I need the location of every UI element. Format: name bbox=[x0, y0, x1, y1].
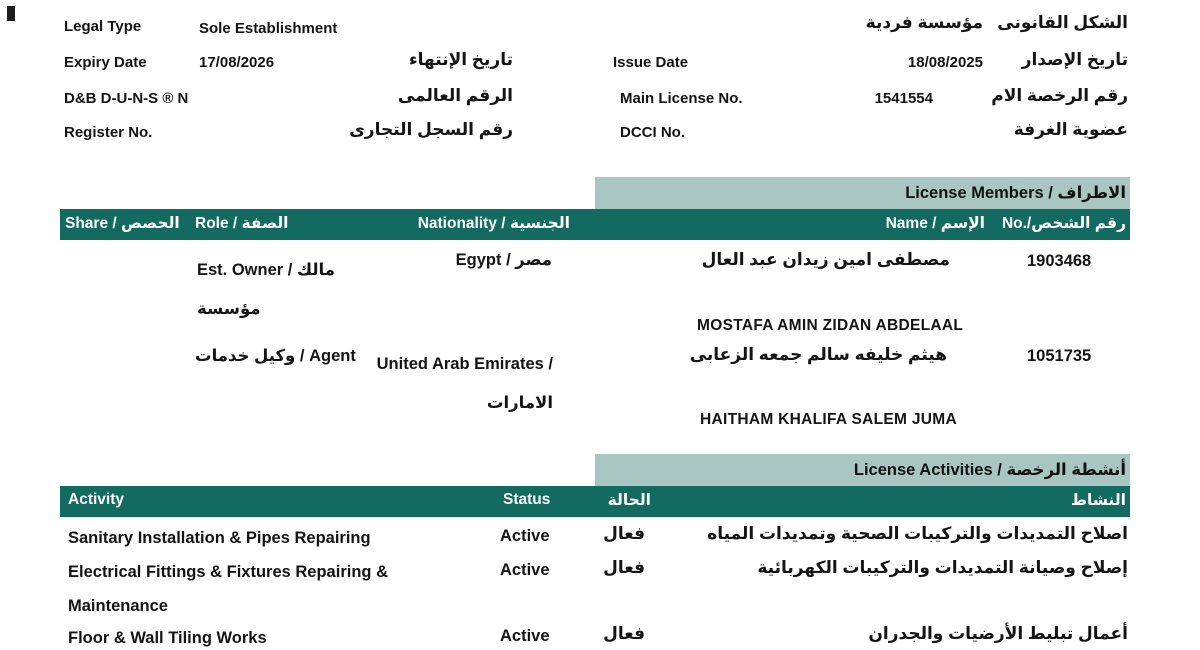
activity-row-1-status-arabic: فعال bbox=[603, 524, 645, 543]
duns-label-arabic: الرقم العالمى bbox=[397, 86, 513, 105]
legal-type-label: Legal Type bbox=[64, 18, 142, 35]
dcci-no-label: DCCI No. bbox=[620, 124, 685, 141]
expiry-date-label-arabic: تاريخ الإنتهاء bbox=[408, 50, 513, 69]
activity-row-2-status-arabic: فعال bbox=[603, 558, 645, 577]
members-header-nationality: Nationality / الجنسية bbox=[417, 215, 570, 232]
activity-row-1-name-english: Sanitary Installation & Pipes Repairing bbox=[68, 529, 371, 547]
member-row-1-name-english: MOSTAFA AMIN ZIDAN ABDELAAL bbox=[697, 317, 964, 334]
members-section-title: License Members / الاطراف bbox=[905, 184, 1126, 202]
activities-header-activity: Activity bbox=[68, 491, 124, 508]
dcci-no-label-arabic: عضوية الغرفة bbox=[1013, 120, 1128, 139]
issue-date-label: Issue Date bbox=[613, 54, 689, 71]
main-license-label-arabic: رقم الرخصة الام bbox=[991, 86, 1128, 105]
legal-type-value-arabic: مؤسسة فردية bbox=[865, 13, 983, 32]
activity-row-1-status: Active bbox=[500, 527, 550, 545]
activity-row-1-name-arabic: اصلاح التمديدات والتركيبات الصحية وتمديد… bbox=[707, 524, 1128, 543]
member-row-1-role: Est. Owner / مالك مؤسسة bbox=[197, 261, 335, 318]
activity-row-3-status: Active bbox=[500, 627, 550, 645]
members-header-no: No./رقم الشخص bbox=[1001, 215, 1126, 232]
main-license-value: 1541554 bbox=[874, 90, 933, 107]
activities-header-status-arabic: الحالة bbox=[607, 492, 651, 509]
members-table-header: Share / الحصص Role / الصفة Nationality /… bbox=[60, 209, 1130, 240]
activity-row-3-name-arabic: أعمال تبليط الأرضيات والجدران bbox=[868, 624, 1128, 643]
legal-type-value: Sole Establishment bbox=[199, 20, 338, 37]
member-row-1-person-no: 1903468 bbox=[1027, 252, 1092, 270]
members-section-header: License Members / الاطراف bbox=[595, 177, 1130, 209]
members-header-share: Share / الحصص bbox=[65, 215, 180, 232]
member-row-2-name-english: HAITHAM KHALIFA SALEM JUMA bbox=[700, 411, 957, 428]
register-no-label-arabic: رقم السجل التجارى bbox=[349, 120, 513, 139]
activities-section-title: License Activities / أنشطة الرخصة bbox=[853, 461, 1126, 479]
member-row-2-role: وكيل خدمات / Agent bbox=[195, 347, 356, 365]
activities-header-activity-arabic: النشاط bbox=[1070, 492, 1126, 509]
issue-date-label-arabic: تاريخ الإصدار bbox=[1021, 50, 1128, 69]
activity-row-2-name-english: Electrical Fittings & Fixtures Repairing… bbox=[68, 563, 388, 615]
member-row-1-name-arabic: مصطفى امين زيدان عبد العال bbox=[701, 250, 950, 269]
members-header-role: Role / الصفة bbox=[195, 215, 289, 232]
register-no-label: Register No. bbox=[64, 124, 153, 141]
issue-date-value: 18/08/2025 bbox=[907, 54, 983, 71]
legal-type-label-arabic: الشكل القانونى bbox=[997, 13, 1128, 32]
expiry-date-label: Expiry Date bbox=[64, 54, 147, 71]
member-row-2-person-no: 1051735 bbox=[1027, 347, 1092, 365]
expiry-date-value: 17/08/2026 bbox=[199, 54, 275, 71]
duns-label: D&B D-U-N-S ® N bbox=[64, 90, 189, 107]
member-row-1-nationality: Egypt / مصر bbox=[455, 251, 552, 269]
main-license-label: Main License No. bbox=[620, 90, 743, 107]
activities-table-header: Activity Status الحالة النشاط bbox=[60, 486, 1130, 517]
page-edge-mark bbox=[7, 6, 15, 21]
member-row-2-nationality: United Arab Emirates / الامارات bbox=[376, 355, 553, 412]
activity-row-3-name-english: Floor & Wall Tiling Works bbox=[68, 629, 267, 647]
activity-row-2-status: Active bbox=[500, 561, 550, 579]
activities-header-status: Status bbox=[503, 491, 551, 508]
activities-section-header: License Activities / أنشطة الرخصة bbox=[595, 454, 1130, 486]
member-row-2-name-arabic: هيثم خليفه سالم جمعه الزعابى bbox=[689, 345, 947, 364]
members-header-name: Name / الإسم bbox=[885, 215, 985, 232]
activity-row-2-name-arabic: إصلاح وصيانة التمديدات والتركيبات الكهرب… bbox=[757, 558, 1128, 577]
activity-row-3-status-arabic: فعال bbox=[603, 624, 645, 643]
